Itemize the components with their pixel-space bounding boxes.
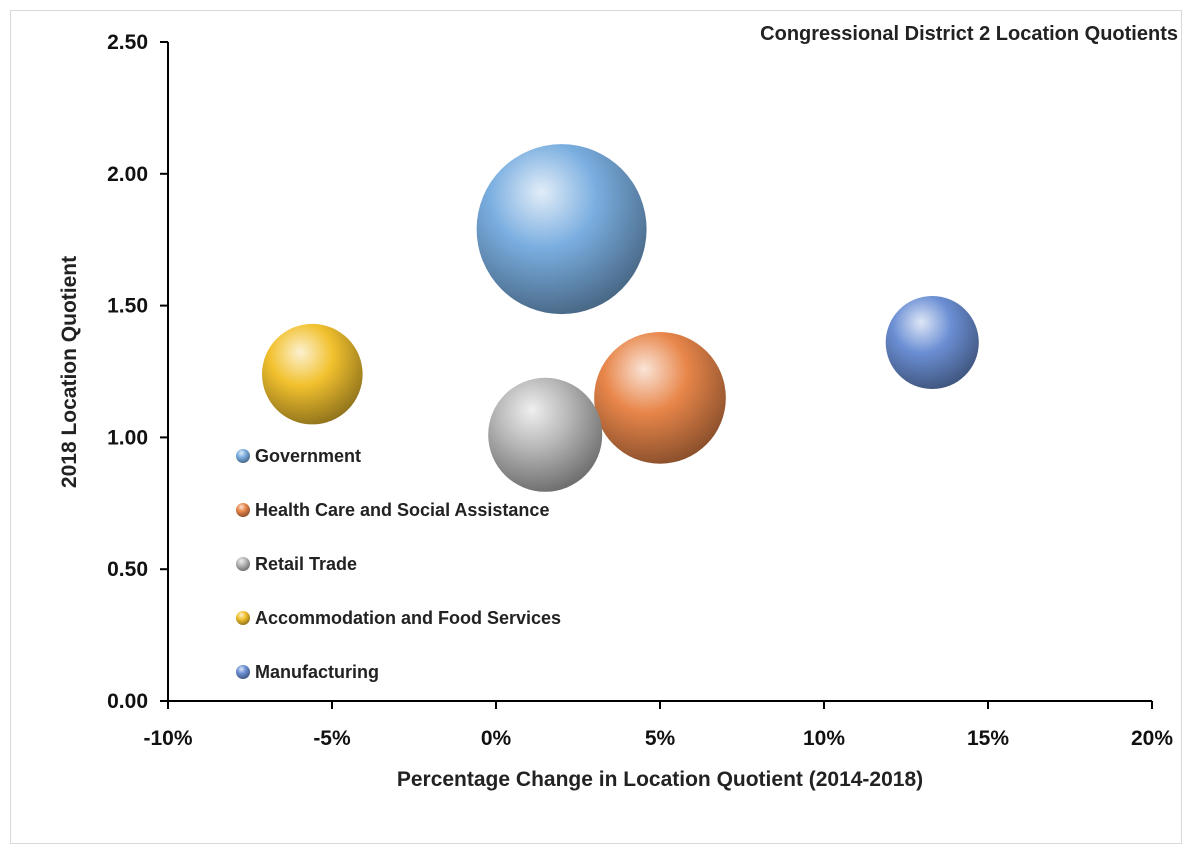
legend: Government Health Care and Social Assista…: [236, 446, 561, 682]
legend-marker: [236, 557, 250, 571]
y-tick-label: 2.00: [107, 163, 148, 186]
y-axis: 0.00 0.50 1.00 1.50 2.00 2.50: [107, 31, 169, 713]
legend-marker: [236, 449, 250, 463]
bubble-retail-trade: [488, 377, 603, 492]
legend-label: Retail Trade: [255, 554, 357, 574]
x-axis-title: Percentage Change in Location Quotient (…: [397, 768, 923, 791]
legend-label: Manufacturing: [255, 662, 379, 682]
y-tick-label: 1.00: [107, 426, 148, 449]
x-axis: -10% -5% 0% 5% 10% 15% 20%: [143, 700, 1173, 750]
legend-label: Health Care and Social Assistance: [255, 500, 549, 520]
x-tick-label: 5%: [645, 727, 676, 750]
x-tick-label: -5%: [313, 727, 351, 750]
x-tick-label: 20%: [1131, 727, 1173, 750]
x-tick-label: 0%: [481, 727, 512, 750]
bubble-accommodation-and-food-services: [262, 323, 363, 425]
legend-label: Accommodation and Food Services: [255, 608, 561, 628]
y-tick-label: 1.50: [107, 295, 148, 318]
bubble-government: [476, 144, 647, 315]
y-tick-label: 2.50: [107, 31, 148, 54]
chart-title: Congressional District 2 Location Quotie…: [760, 23, 1178, 45]
legend-label: Government: [255, 446, 361, 466]
bubble-manufacturing: [885, 295, 979, 390]
legend-marker: [236, 503, 250, 517]
x-tick-label: -10%: [143, 727, 192, 750]
y-tick-label: 0.50: [107, 558, 148, 581]
y-tick-label: 0.00: [107, 690, 148, 713]
x-tick-label: 15%: [967, 727, 1009, 750]
legend-marker: [236, 665, 250, 679]
legend-marker: [236, 611, 250, 625]
x-tick-label: 10%: [803, 727, 845, 750]
y-axis-title: 2018 Location Quotient: [58, 256, 81, 488]
bubbles-group: [262, 144, 979, 492]
bubble-health-care-and-social-assistance: [594, 332, 726, 464]
